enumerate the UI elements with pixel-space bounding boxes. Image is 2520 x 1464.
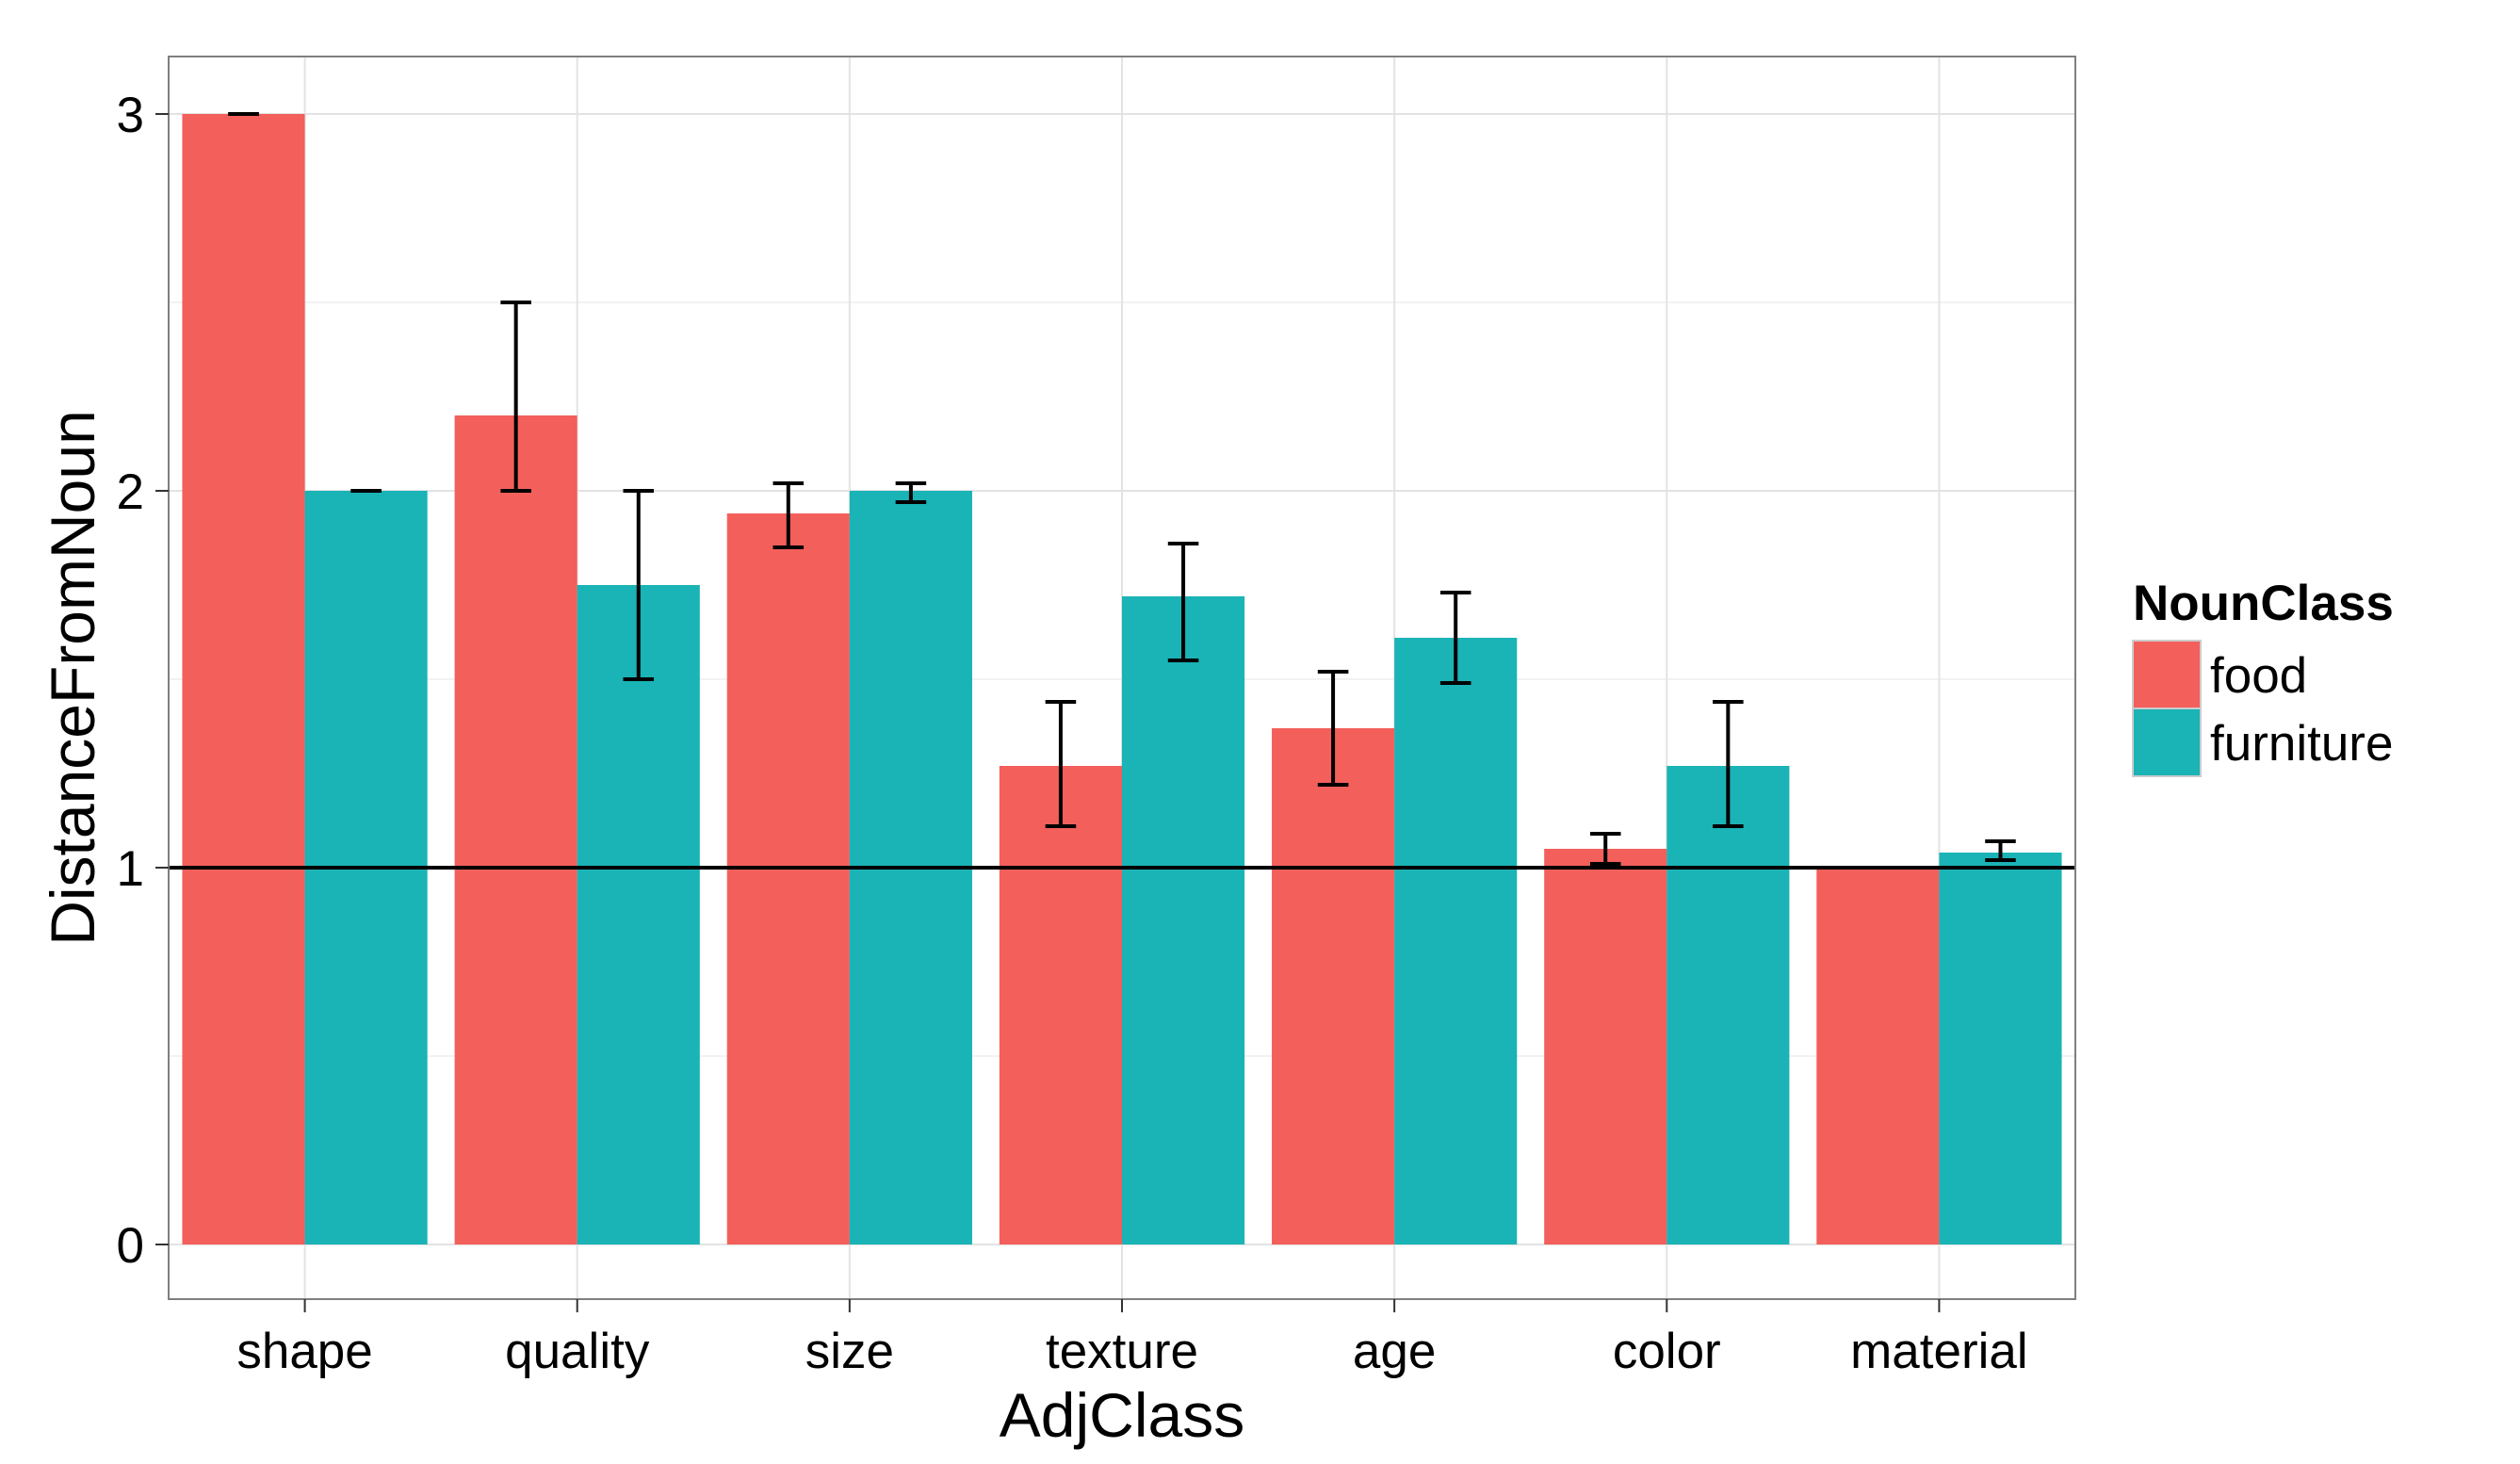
bar-furniture-texture [1122,596,1245,1244]
bars [182,114,2062,1244]
x-tick-label: texture [1046,1324,1198,1379]
legend-label-food: food [2210,648,2307,704]
x-tick-label: age [1353,1324,1436,1379]
legend-label-furniture: furniture [2210,716,2393,772]
bar-food-size [726,513,850,1244]
legend: NounClass food furniture [2132,576,2394,777]
legend-items: food furniture [2132,640,2393,777]
bar-food-age [1272,728,1395,1244]
bar-food-color [1544,849,1667,1244]
legend-key-furniture [2132,708,2202,777]
y-tick-label: 1 [117,841,144,897]
legend-title: NounClass [2133,576,2394,631]
x-tick-label: material [1850,1324,2028,1379]
bar-furniture-age [1394,638,1518,1244]
bar-furniture-color [1666,766,1790,1244]
x-axis: shape quality size texture age color material [236,1299,2028,1379]
bar-food-quality [454,415,577,1244]
bar-furniture-quality [577,585,700,1244]
bar-furniture-material [1939,853,2062,1244]
x-tick-label: color [1613,1324,1721,1379]
y-axis-title: DistanceFromNoun [38,410,107,946]
y-tick-label: 2 [117,464,144,520]
bar-food-texture [999,766,1122,1244]
x-tick-label: size [805,1324,894,1379]
y-axis: 0 1 2 3 [117,88,169,1274]
bar-food-material [1816,868,1940,1244]
x-tick-label: shape [236,1324,372,1379]
bar-food-shape [182,114,305,1244]
y-tick-label: 0 [117,1218,144,1274]
legend-key-food [2132,640,2202,709]
x-axis-title: AdjClass [1000,1380,1244,1450]
x-tick-label: quality [505,1324,650,1379]
y-tick-label: 3 [117,88,144,143]
